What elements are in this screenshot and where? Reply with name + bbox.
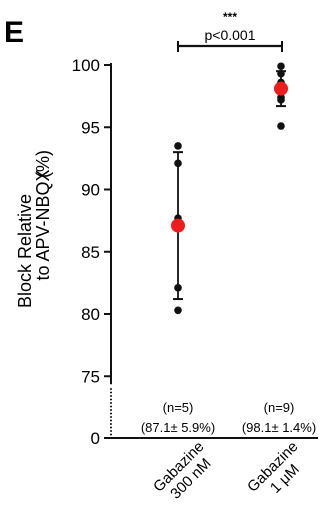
data-point	[277, 96, 285, 104]
mean-marker	[171, 218, 185, 233]
x-axis-categories: Gabazine 300 nM Gabazine 1 μM	[150, 438, 303, 502]
y-tick-label: 90	[81, 181, 100, 200]
p-value-label: p<0.001	[205, 27, 256, 43]
data-point	[277, 122, 285, 130]
n-label-300nm: (n=5)	[163, 400, 194, 415]
y-tick-label: 0	[91, 429, 100, 448]
data-point	[174, 284, 182, 292]
y-tick-label: 80	[81, 305, 100, 324]
significance-stars: ***	[223, 10, 237, 24]
n-label-1um: (n=9)	[264, 400, 295, 415]
mean-label-1um: (98.1± 1.4%)	[242, 420, 316, 435]
panel-label: E	[4, 16, 24, 49]
y-axis-title-line1: Block Relative	[15, 194, 35, 308]
data-point	[174, 306, 182, 315]
significance-bracket: *** p<0.001	[177, 10, 283, 52]
plot-area	[171, 62, 288, 315]
n-annotations: (n=5) (87.1± 5.9%) (n=9) (98.1± 1.4%)	[141, 400, 316, 435]
y-tick-label: 95	[81, 118, 100, 137]
y-tick-label: 85	[81, 243, 100, 262]
y-axis-title-line2: to APV-NBQX	[33, 169, 53, 280]
y-axis: 0 75 80 85 90 95 100	[72, 56, 318, 448]
data-point	[174, 142, 182, 150]
y-axis-title-unit: (%)	[33, 150, 53, 178]
data-point	[277, 62, 285, 71]
data-point	[277, 69, 285, 78]
y-tick-label: 75	[81, 367, 100, 386]
mean-marker	[274, 81, 288, 96]
y-tick-label: 100	[72, 56, 100, 75]
y-axis-title: Block Relative to APV-NBQX (%)	[15, 150, 53, 308]
x-category-1um: Gabazine 1 μM	[244, 438, 303, 497]
x-category-300nm: Gabazine 300 nM	[150, 438, 214, 502]
mean-label-300nm: (87.1± 5.9%)	[141, 420, 215, 435]
data-point	[174, 159, 182, 168]
